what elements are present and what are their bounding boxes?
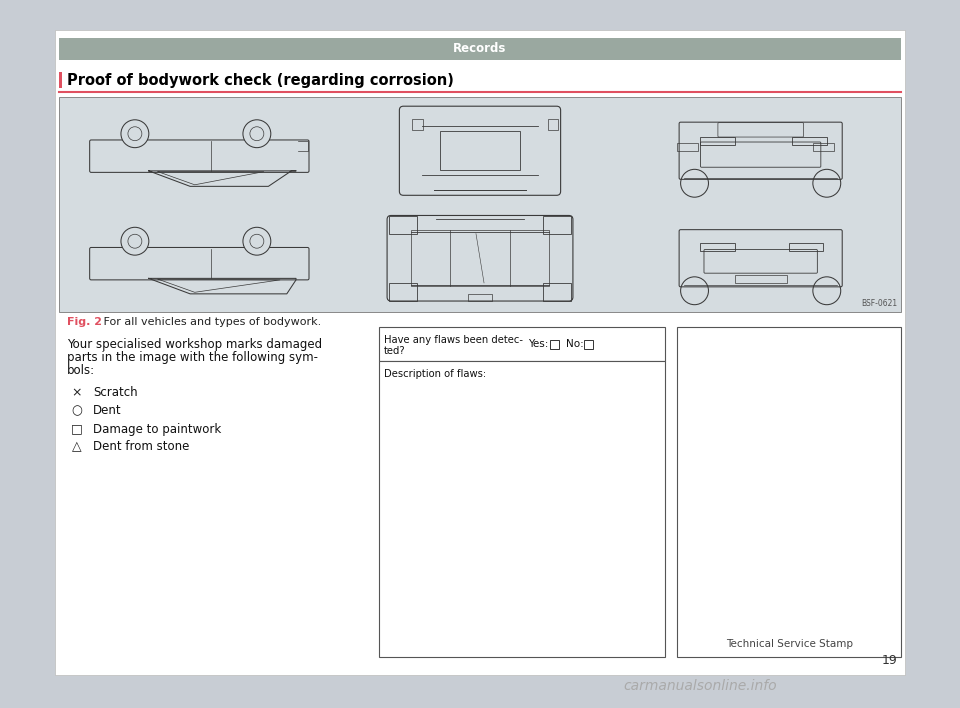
Bar xyxy=(700,243,734,251)
Text: No:: No: xyxy=(565,339,584,349)
Bar xyxy=(584,340,593,349)
Bar xyxy=(59,38,901,60)
Text: ted?: ted? xyxy=(384,346,405,356)
Bar xyxy=(677,143,698,151)
Bar xyxy=(59,97,901,312)
Text: Proof of bodywork check (regarding corrosion): Proof of bodywork check (regarding corro… xyxy=(67,72,454,88)
Bar xyxy=(468,294,492,301)
Text: ×: × xyxy=(72,387,83,399)
Bar xyxy=(792,137,827,144)
Circle shape xyxy=(813,169,841,198)
Circle shape xyxy=(813,277,841,304)
Text: Fig. 2: Fig. 2 xyxy=(67,317,102,327)
Circle shape xyxy=(121,120,149,148)
Text: Have any flaws been detec-: Have any flaws been detec- xyxy=(384,335,523,345)
Text: □: □ xyxy=(71,423,83,435)
Text: BSF-0621: BSF-0621 xyxy=(861,299,897,308)
Text: 19: 19 xyxy=(881,654,897,667)
Circle shape xyxy=(243,120,271,148)
Bar xyxy=(379,327,665,361)
Circle shape xyxy=(681,277,708,304)
Text: Scratch: Scratch xyxy=(93,387,137,399)
Bar xyxy=(677,327,901,657)
Text: Dent: Dent xyxy=(93,404,122,418)
Text: Yes:: Yes: xyxy=(528,339,548,349)
Text: parts in the image with the following sym-: parts in the image with the following sy… xyxy=(67,351,318,364)
Bar xyxy=(734,275,787,283)
Bar xyxy=(55,30,905,675)
Bar xyxy=(550,340,559,349)
Text: Dent from stone: Dent from stone xyxy=(93,440,189,454)
Circle shape xyxy=(243,227,271,255)
Bar xyxy=(59,72,62,88)
Bar xyxy=(700,137,734,144)
Text: Damage to paintwork: Damage to paintwork xyxy=(93,423,221,435)
Circle shape xyxy=(121,227,149,255)
Bar xyxy=(813,143,833,151)
Bar xyxy=(788,243,824,251)
Bar xyxy=(542,216,571,234)
Bar xyxy=(379,361,665,657)
Text: ○: ○ xyxy=(72,404,83,418)
Text: Technical Service Stamp: Technical Service Stamp xyxy=(726,639,852,649)
Bar xyxy=(389,216,418,234)
Text: carmanualsonline.info: carmanualsonline.info xyxy=(623,679,777,693)
Bar xyxy=(411,230,549,287)
Text: Description of flaws:: Description of flaws: xyxy=(384,369,486,379)
Bar xyxy=(542,283,571,301)
Bar xyxy=(389,283,418,301)
Circle shape xyxy=(681,169,708,198)
Text: For all vehicles and types of bodywork.: For all vehicles and types of bodywork. xyxy=(100,317,322,327)
Text: Your specialised workshop marks damaged: Your specialised workshop marks damaged xyxy=(67,338,323,351)
Text: bols:: bols: xyxy=(67,364,95,377)
Text: Records: Records xyxy=(453,42,507,55)
Text: △: △ xyxy=(72,440,82,454)
Bar xyxy=(413,119,423,130)
Bar xyxy=(440,132,520,170)
Bar xyxy=(547,119,559,130)
